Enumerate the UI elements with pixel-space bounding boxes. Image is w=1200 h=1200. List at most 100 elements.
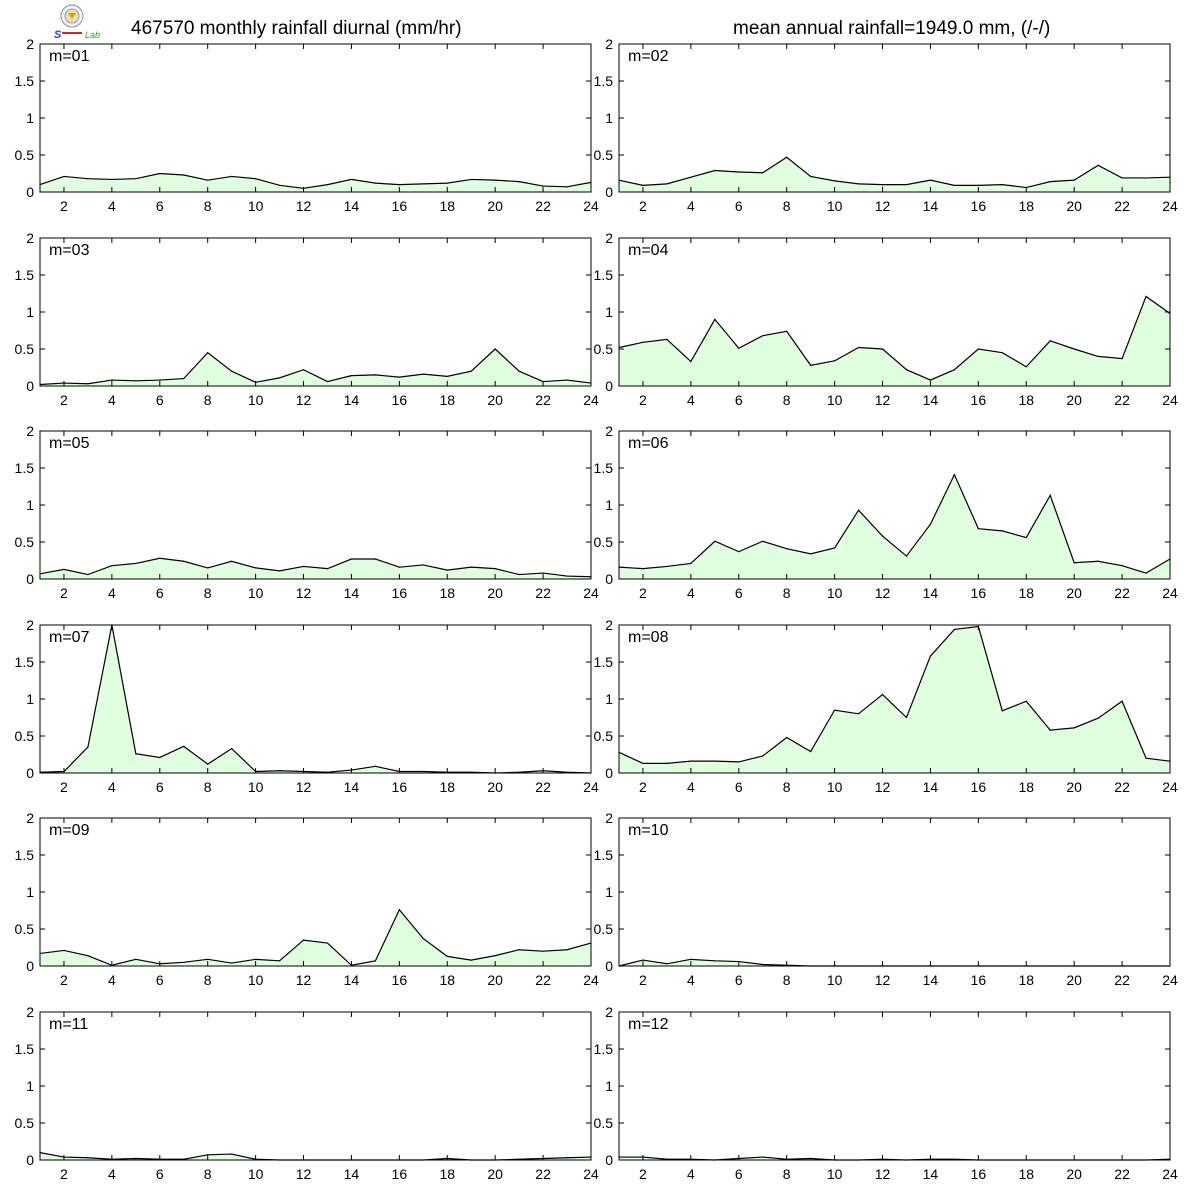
data-point [135,1157,137,1160]
x-tick-label: 16 [971,392,987,408]
x-tick-label: 18 [439,392,455,408]
data-point [350,375,353,377]
data-point [87,746,89,748]
x-tick-label: 18 [439,972,455,988]
x-tick-label: 2 [60,198,68,214]
data-point [494,955,496,957]
data-point [714,540,716,542]
x-tick-label: 18 [1018,392,1034,408]
data-point [231,560,233,562]
y-tick-label: 0 [605,1152,613,1168]
y-tick-label: 0.5 [594,921,614,937]
data-point [422,770,424,773]
x-tick-label: 4 [687,972,695,988]
x-tick-label: 18 [439,198,455,214]
data-point [183,560,185,562]
data-point [302,369,305,371]
data-point [834,709,836,711]
data-point [542,185,544,187]
data-point [255,958,257,960]
data-point [1025,700,1027,702]
data-point [111,178,113,181]
y-tick-label: 2 [605,423,613,439]
data-point [762,335,764,337]
data-point [714,318,716,320]
data-point [422,373,424,375]
y-tick-label: 0.5 [594,341,614,357]
data-point [1121,700,1123,702]
y-tick-label: 1 [605,884,613,900]
x-tick-label: 2 [639,198,647,214]
x-tick-label: 2 [60,1166,68,1182]
data-point [446,182,448,184]
data-point [183,745,185,747]
series-area [40,625,591,773]
svg-text:S: S [54,29,62,40]
data-point [810,1157,812,1160]
x-tick-label: 20 [487,392,503,408]
y-tick-label: 0 [26,184,34,200]
data-point [326,380,329,383]
data-point [87,573,89,576]
y-tick-label: 2 [26,617,34,633]
data-point [953,369,955,371]
data-point [398,184,400,186]
x-tick-label: 18 [1018,972,1034,988]
y-tick-label: 0.5 [594,728,614,744]
data-point [666,183,668,185]
data-point [666,762,668,764]
data-point [857,509,860,511]
x-tick-label: 4 [108,1166,116,1182]
data-point [159,756,161,759]
data-point [881,348,884,350]
y-tick-label: 0 [26,571,34,587]
x-tick-label: 14 [344,198,360,214]
plot-frame [618,1011,1171,1161]
data-point [183,174,185,176]
data-point [255,178,257,180]
data-point [786,330,788,332]
x-tick-label: 8 [204,779,212,795]
series-area [40,349,591,386]
data-point [63,175,65,178]
data-point [810,553,812,555]
data-point [63,568,65,570]
data-point [642,762,644,764]
x-tick-label: 24 [583,392,599,408]
data-point [518,181,520,183]
x-tick-label: 20 [487,972,503,988]
data-point [494,179,496,181]
x-tick-label: 10 [827,585,843,601]
x-tick-label: 12 [296,972,312,988]
x-tick-label: 20 [1066,779,1082,795]
x-tick-label: 14 [923,585,939,601]
data-point [374,558,376,560]
y-tick-label: 1 [26,497,34,513]
data-point [518,949,520,951]
data-point [905,555,908,557]
series-line [618,625,1171,764]
data-point [159,379,161,381]
x-tick-label: 16 [392,198,408,214]
x-tick-label: 16 [971,972,987,988]
x-tick-label: 14 [344,972,360,988]
y-tick-label: 0.5 [15,921,35,937]
x-tick-label: 16 [392,779,408,795]
x-tick-label: 6 [156,779,164,795]
data-point [494,348,496,350]
x-tick-label: 22 [1114,198,1130,214]
data-point [542,950,544,952]
y-tick-label: 1.5 [594,73,614,89]
data-point [470,566,472,568]
data-point [738,347,740,349]
panel-label: m=10 [628,822,669,839]
x-tick-label: 12 [296,198,312,214]
data-point [470,370,472,372]
series-area [619,626,1170,773]
x-tick-label: 24 [1162,972,1178,988]
